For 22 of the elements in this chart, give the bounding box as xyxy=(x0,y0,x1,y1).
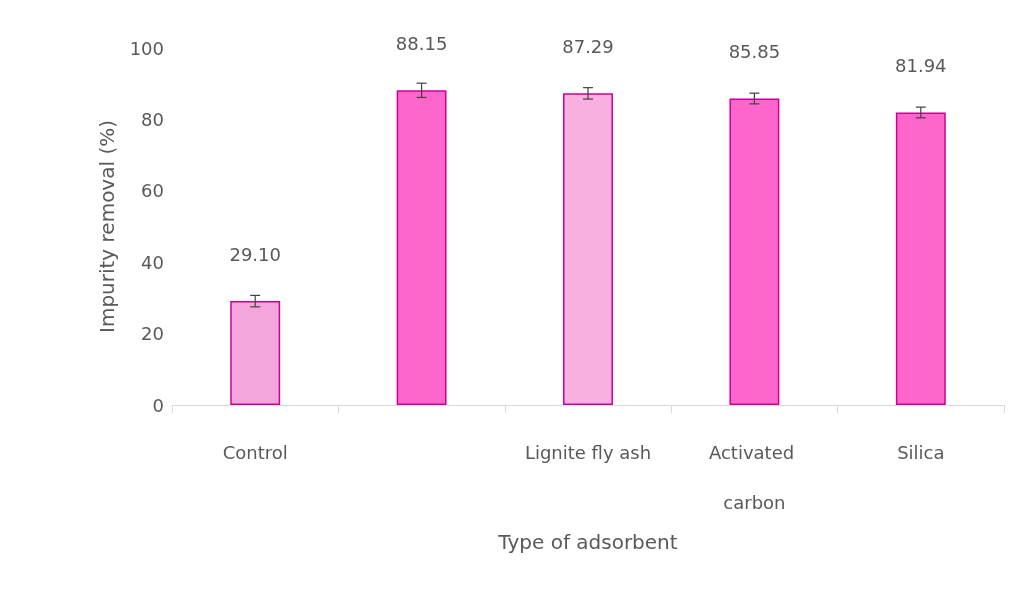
y-tick-label: 0 xyxy=(152,394,164,416)
data-label: 29.10 xyxy=(229,243,281,265)
category-label: Activated carbon xyxy=(708,441,795,513)
y-tick-label: 20 xyxy=(141,323,164,345)
data-label: 87.29 xyxy=(562,35,614,57)
x-axis-title: Type of adsorbent xyxy=(497,529,678,554)
data-label: 81.94 xyxy=(895,54,947,76)
bar xyxy=(563,93,613,405)
bar xyxy=(230,301,281,405)
bar xyxy=(396,90,447,405)
data-label: 85.85 xyxy=(728,41,781,63)
y-axis-title: Impurity removal (%) xyxy=(95,120,119,333)
bar xyxy=(729,98,780,405)
y-tick-label: 80 xyxy=(141,108,164,130)
y-tick-label: 40 xyxy=(141,251,164,273)
data-label: 88.15 xyxy=(395,32,448,54)
x-tick-label: Silica xyxy=(897,441,945,463)
y-tick-label: 100 xyxy=(129,37,164,59)
bar xyxy=(895,112,946,405)
y-tick-label: 60 xyxy=(141,180,164,202)
x-tick-label: Lignite fly ash xyxy=(524,441,652,463)
x-tick-label: Control xyxy=(222,441,288,463)
